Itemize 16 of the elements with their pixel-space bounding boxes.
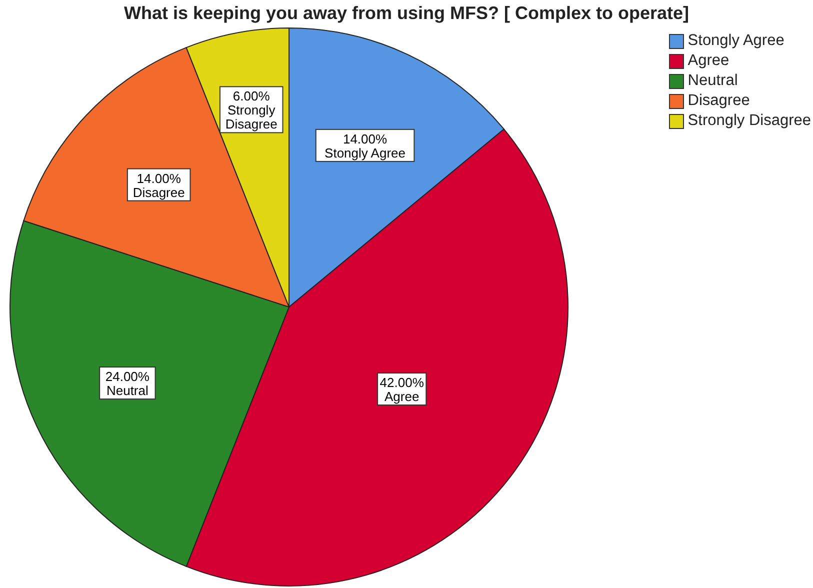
data-label: 24.00% (105, 369, 150, 384)
legend-label: Stongly Agree (688, 31, 784, 51)
data-label: 14.00% (342, 131, 388, 146)
chart-title: What is keeping you away from using MFS? [ Complex to operate] (122, 3, 690, 24)
legend-label: Neutral (688, 71, 738, 91)
legend-label: Strongly Disagree (688, 111, 811, 131)
data-label: 42.00% (380, 374, 424, 390)
slice-label: Neutral (106, 383, 148, 398)
data-label: 14.00% (136, 170, 182, 186)
legend-label: Agree (688, 51, 730, 71)
slice-label: Disagree (132, 184, 185, 200)
slice-label: Strongly Disagree (225, 102, 278, 132)
slice-label: Stongly Agree (324, 145, 406, 160)
data-label: 6.00% (232, 88, 270, 104)
slice-label: Agree (384, 388, 420, 404)
legend-label: Disagree (688, 91, 750, 111)
